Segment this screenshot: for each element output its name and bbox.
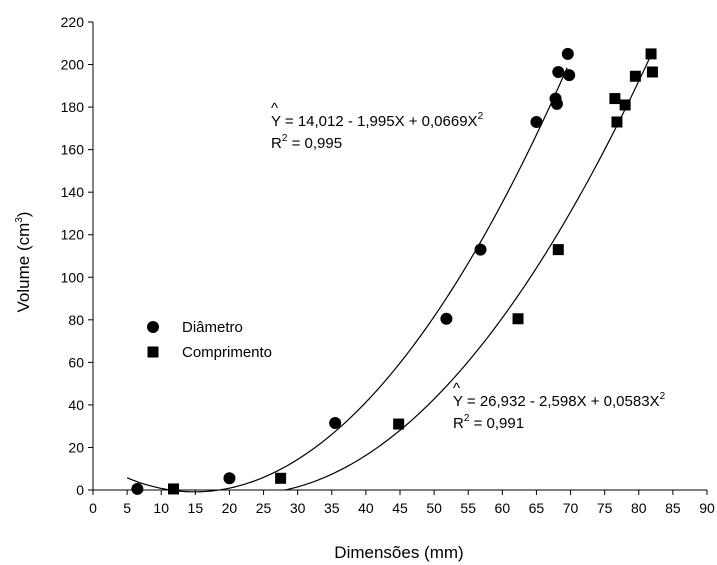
x-tick-label: 30 [290,500,306,516]
y-tick-label: 220 [61,14,85,30]
point-comprimento [275,472,287,484]
point-diametro [561,47,574,60]
x-tick-label: 75 [597,500,613,516]
r2-diametro: R2 = 0,995 [271,133,342,152]
point-diametro [474,243,487,256]
x-tick-label: 25 [256,500,272,516]
y-tick-label: 40 [68,397,84,413]
point-comprimento [393,418,405,430]
fit-curve-comprimento [283,59,650,491]
point-comprimento [646,66,658,78]
legend-label-diametro: Diâmetro [182,319,243,336]
legend-marker-diametro [147,321,159,333]
x-tick-label: 70 [563,500,579,516]
y-axis-ticks: 0 20 40 60 80 100 120 140 160 180 200 220 [61,14,93,498]
point-diametro [223,472,236,485]
point-diametro [131,482,144,495]
y-tick-label: 20 [68,439,84,455]
point-diametro [329,416,342,429]
x-tick-label: 50 [426,500,442,516]
point-diametro [440,312,453,325]
x-tick-label: 55 [460,500,476,516]
fit-curves [126,59,650,493]
x-tick-label: 90 [699,500,715,516]
equation-comprimento-text: Y = 26,932 - 2,598X + 0,0583X2 [453,391,666,410]
y-tick-label: 140 [61,184,85,200]
y-tick-label: 120 [61,227,85,243]
point-diametro [550,97,563,110]
x-tick-label: 35 [324,500,340,516]
fit-curve-diametro [126,67,568,493]
y-axis-title: Volume (cm3) [14,212,33,313]
data-points [131,47,658,495]
point-comprimento [629,70,641,82]
r2-comprimento: R2 = 0,991 [453,413,524,432]
y-tick-label: 100 [61,269,85,285]
legend: Diâmetro Comprimento [147,319,272,361]
x-tick-label: 5 [123,500,131,516]
x-tick-label: 85 [665,500,681,516]
equation-diametro-hat: ^ [271,100,278,117]
point-comprimento [611,116,623,128]
y-tick-label: 0 [76,482,84,498]
point-comprimento [512,313,524,325]
x-tick-label: 45 [392,500,408,516]
y-tick-label: 80 [68,312,84,328]
point-comprimento [168,483,180,495]
equation-diametro-text: Y = 14,012 - 1,995X + 0,0669X2 [271,111,484,130]
y-tick-label: 160 [61,142,85,158]
equation-comprimento-hat: ^ [453,380,460,397]
y-tick-label: 180 [61,99,85,115]
point-diametro [552,65,565,78]
x-tick-label: 15 [188,500,204,516]
x-tick-label: 60 [495,500,511,516]
x-axis-ticks: 0 5 10 15 20 25 30 35 40 45 50 55 60 65 70 75 80 85 90 [89,490,715,516]
point-comprimento [609,93,621,105]
point-comprimento [619,99,631,111]
x-tick-label: 0 [89,500,97,516]
legend-label-comprimento: Comprimento [182,344,272,361]
x-tick-label: 10 [153,500,169,516]
point-diametro [563,69,576,82]
point-diametro [530,115,543,128]
equation-comprimento: ^ Y = 26,932 - 2,598X + 0,0583X2 R2 = 0,… [453,380,666,432]
x-axis-title: Dimensões (mm) [334,543,463,562]
equation-diametro: ^ Y = 14,012 - 1,995X + 0,0669X2 R2 = 0,… [271,100,484,152]
y-tick-label: 200 [61,57,85,73]
legend-marker-comprimento [147,346,159,358]
x-tick-label: 65 [529,500,545,516]
x-tick-label: 20 [222,500,238,516]
y-tick-label: 60 [68,354,84,370]
x-tick-label: 40 [358,500,374,516]
point-comprimento [645,48,657,60]
point-comprimento [552,244,564,256]
x-tick-label: 80 [631,500,647,516]
